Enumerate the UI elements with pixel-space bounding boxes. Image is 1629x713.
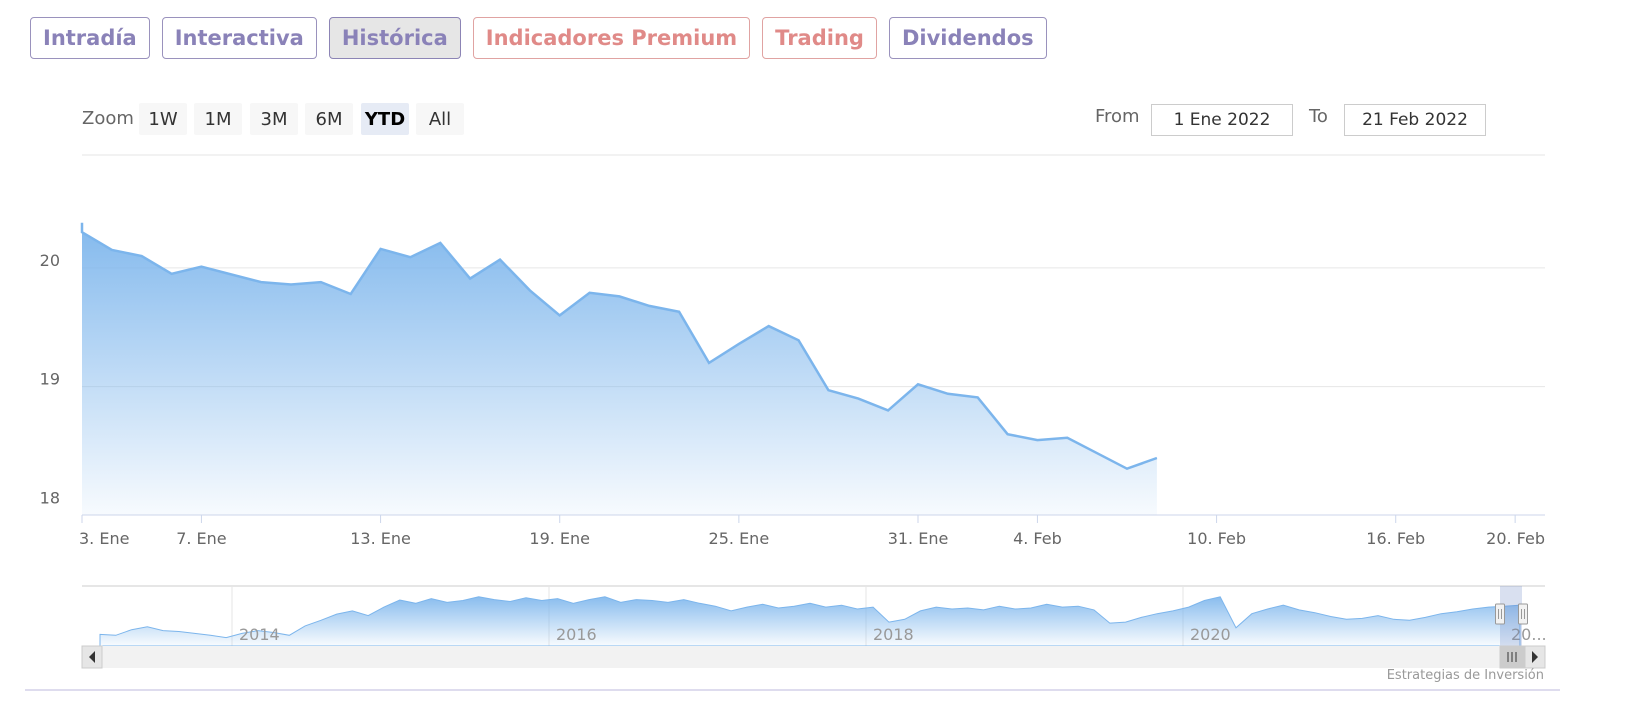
navigator-x-label: 2018: [873, 625, 914, 644]
x-tick-label: 20. Feb: [1486, 529, 1545, 548]
zoom-1m-button[interactable]: 1M: [194, 103, 242, 135]
navigator-series-area: [99, 596, 1521, 647]
navigator-x-label: 2016: [556, 625, 597, 644]
tab-historica[interactable]: Histórica: [328, 17, 461, 59]
navigator-x-label: 2014: [239, 625, 280, 644]
tab-interactiva[interactable]: Interactiva: [161, 17, 317, 59]
tab-bar: Intradía Interactiva Histórica Indicador…: [30, 17, 1047, 59]
to-label: To: [1309, 106, 1328, 127]
tab-dividendos[interactable]: Dividendos: [888, 17, 1047, 59]
navigator-x-label: 2020: [1190, 625, 1231, 644]
to-date-input[interactable]: 21 Feb 2022: [1344, 104, 1486, 136]
y-tick-label: 20: [40, 251, 60, 270]
price-series-line: [80, 222, 1158, 471]
navigator-right-handle[interactable]: [1518, 603, 1528, 625]
tab-trading[interactable]: Trading: [762, 17, 877, 59]
x-tick-label: 31. Ene: [888, 529, 949, 548]
zoom-all-button[interactable]: All: [416, 103, 464, 135]
y-tick-label: 19: [40, 370, 60, 389]
x-tick-label: 19. Ene: [529, 529, 590, 548]
navigator-selection[interactable]: [1500, 586, 1522, 646]
y-tick-label: 18: [40, 488, 60, 507]
x-tick-label: 4. Feb: [1013, 529, 1062, 548]
zoom-3m-button[interactable]: 3M: [250, 103, 298, 135]
from-date-input[interactable]: 1 Ene 2022: [1151, 104, 1293, 136]
price-area-fill: [82, 222, 1157, 515]
chart-credit: Estrategias de Inversión: [1386, 668, 1544, 683]
scrollbar-track[interactable]: [82, 646, 1545, 668]
navigator-x-label: 20...: [1511, 625, 1547, 644]
x-tick-label: 7. Ene: [176, 529, 226, 548]
scrollbar-thumb[interactable]: [1499, 645, 1526, 669]
zoom-label: Zoom: [82, 108, 134, 129]
x-tick-label: 16. Feb: [1366, 529, 1425, 548]
zoom-1w-button[interactable]: 1W: [139, 103, 187, 135]
zoom-6m-button[interactable]: 6M: [305, 103, 353, 135]
tab-intradia[interactable]: Intradía: [30, 17, 150, 59]
scrollbar-left-arrow[interactable]: [81, 645, 103, 669]
navigator-left-handle[interactable]: [1495, 603, 1505, 625]
x-tick-label: 3. Ene: [79, 529, 129, 548]
zoom-ytd-button[interactable]: YTD: [361, 103, 409, 135]
x-tick-label: 13. Ene: [350, 529, 411, 548]
tab-indicadores-premium[interactable]: Indicadores Premium: [472, 17, 751, 59]
scrollbar-right-arrow[interactable]: [1524, 645, 1546, 669]
from-label: From: [1095, 106, 1140, 127]
x-tick-label: 25. Ene: [709, 529, 770, 548]
x-tick-label: 10. Feb: [1187, 529, 1246, 548]
